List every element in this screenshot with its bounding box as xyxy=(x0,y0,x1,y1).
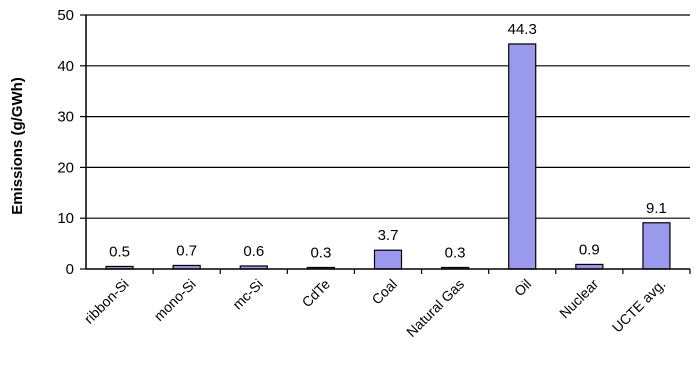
bar xyxy=(642,222,671,270)
bar xyxy=(373,249,403,270)
data-label: 0.6 xyxy=(243,243,264,260)
bars xyxy=(105,43,671,270)
y-tick-label: 20 xyxy=(57,159,74,176)
category-label: Natural Gas xyxy=(403,276,467,340)
category-label: Oil xyxy=(511,276,534,299)
category-label: UCTE avg. xyxy=(609,276,669,336)
category-label: CdTe xyxy=(299,276,334,311)
data-label: 9.1 xyxy=(646,200,667,217)
y-tick-label: 40 xyxy=(57,58,74,75)
data-label: 0.9 xyxy=(579,241,600,258)
y-tick-label: 0 xyxy=(66,261,74,278)
category-label: ribbon-Si xyxy=(81,276,132,327)
category-label: Coal xyxy=(368,276,400,308)
data-label: 0.3 xyxy=(310,244,331,261)
y-axis-title: Emissions (g/GWh) xyxy=(9,77,26,215)
data-label: 44.3 xyxy=(508,21,537,38)
bar xyxy=(508,43,537,270)
y-tick-label: 50 xyxy=(57,7,74,24)
y-tick-labels: 0 10 20 30 40 50 xyxy=(57,7,86,278)
y-tick-label: 30 xyxy=(57,109,74,126)
gridlines xyxy=(86,14,690,219)
axes xyxy=(85,15,690,270)
category-labels: ribbon-Si mono-Si mc-Si CdTe Coal Natural Gas… xyxy=(81,269,691,340)
data-label: 3.7 xyxy=(378,227,399,244)
category-label: mc-Si xyxy=(229,276,266,313)
y-tick-label: 10 xyxy=(57,210,74,227)
data-labels: 0.5 0.7 0.6 0.3 3.7 0.3 44.3 0.9 9.1 xyxy=(109,21,667,262)
data-label: 0.7 xyxy=(176,242,197,259)
data-label: 0.3 xyxy=(445,244,466,261)
category-label: mono-Si xyxy=(151,276,199,324)
data-label: 0.5 xyxy=(109,243,130,260)
category-label: Nuclear xyxy=(556,276,602,322)
